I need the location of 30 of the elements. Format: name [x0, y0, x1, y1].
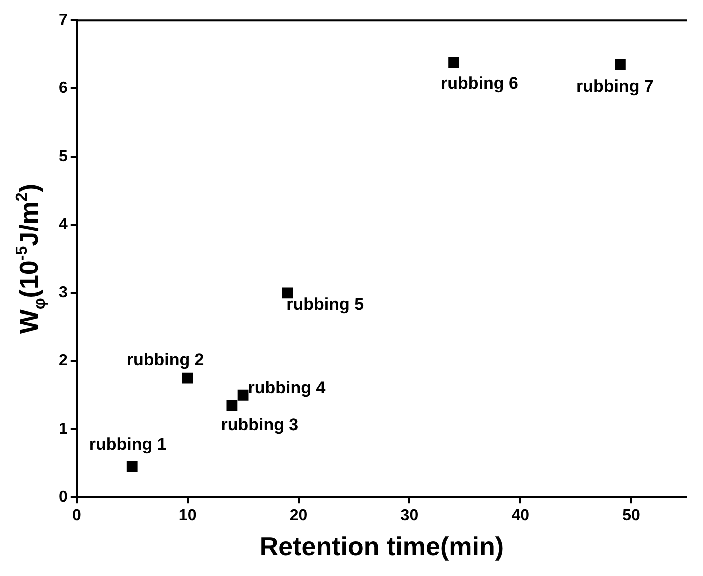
- y-axis-title: Wφ(10-5J/m2): [14, 184, 49, 334]
- point: [238, 390, 249, 401]
- point: [126, 461, 138, 472]
- annotation: rubbing 4: [248, 378, 326, 398]
- x-axis-title: Retention time(min): [260, 532, 504, 562]
- y-tick-label: 4: [58, 216, 68, 234]
- x-tick-label: 50: [622, 508, 641, 525]
- x-tick-label: 40: [512, 508, 530, 525]
- y-tick-label: 0: [58, 489, 68, 506]
- point: [182, 372, 194, 384]
- annotation: rubbing 5: [286, 295, 364, 314]
- annotation: rubbing 2: [126, 350, 204, 370]
- annotation: rubbing 3: [221, 416, 299, 435]
- x-tick-label: 0: [72, 508, 82, 525]
- y-tick-label: 3: [58, 284, 68, 302]
- point: [614, 59, 626, 70]
- annotation: rubbing 6: [441, 74, 519, 93]
- annotation: rubbing 7: [576, 76, 654, 96]
- y-tick-label: 1: [58, 420, 68, 438]
- point: [282, 288, 294, 299]
- y-tick-label: 5: [58, 148, 68, 166]
- y-tick-label: 7: [58, 12, 68, 30]
- y-tick-label: 6: [58, 80, 68, 98]
- point: [226, 400, 238, 412]
- annotation: rubbing 1: [89, 434, 167, 454]
- point: [448, 57, 460, 68]
- x-tick-label: 30: [400, 508, 419, 525]
- x-tick-label: 10: [178, 508, 197, 525]
- x-tick-label: 20: [290, 508, 308, 525]
- y-tick-label: 2: [58, 352, 68, 370]
